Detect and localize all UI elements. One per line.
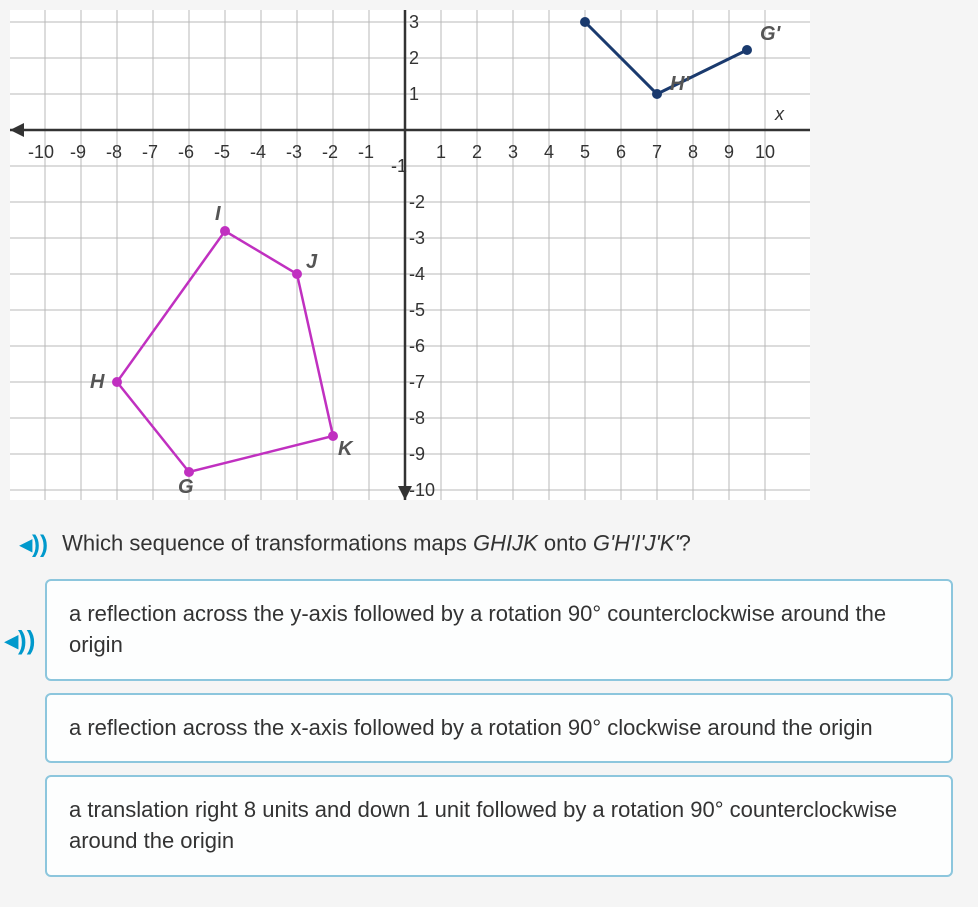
svg-text:2: 2 (472, 142, 482, 162)
svg-text:-9: -9 (70, 142, 86, 162)
svg-text:3: 3 (409, 12, 419, 32)
question-suffix: ? (679, 530, 691, 555)
svg-text:-7: -7 (409, 372, 425, 392)
svg-text:7: 7 (652, 142, 662, 162)
svg-text:10: 10 (755, 142, 775, 162)
svg-text:-3: -3 (409, 228, 425, 248)
svg-text:-7: -7 (142, 142, 158, 162)
svg-text:-10: -10 (28, 142, 54, 162)
svg-text:-2: -2 (409, 192, 425, 212)
question-text: ◂)) Which sequence of transformations ma… (20, 530, 958, 559)
question-shape2: G'H'I'J'K' (593, 530, 679, 555)
svg-text:4: 4 (544, 142, 554, 162)
svg-text:-5: -5 (214, 142, 230, 162)
audio-icon[interactable]: ◂)) (20, 530, 48, 559)
svg-text:-2: -2 (322, 142, 338, 162)
label-g-prime: G' (760, 23, 782, 45)
svg-text:2: 2 (409, 48, 419, 68)
label-h-prime: H' (670, 73, 690, 95)
svg-text:8: 8 (688, 142, 698, 162)
svg-text:-6: -6 (409, 336, 425, 356)
svg-text:9: 9 (724, 142, 734, 162)
option-1-text: a reflection across the y-axis followed … (69, 601, 886, 657)
svg-text:-4: -4 (250, 142, 266, 162)
svg-text:-5: -5 (409, 300, 425, 320)
label-g: G (178, 476, 194, 498)
option-2-text: a reflection across the x-axis followed … (69, 715, 873, 740)
option-1[interactable]: a reflection across the y-axis followed … (45, 579, 953, 681)
label-h: H (90, 371, 105, 393)
question-prefix: Which sequence of transformations maps (62, 530, 473, 555)
svg-text:-9: -9 (409, 444, 425, 464)
question-shape1: GHIJK (473, 530, 538, 555)
svg-text:-6: -6 (178, 142, 194, 162)
label-i: I (215, 203, 221, 225)
svg-text:-3: -3 (286, 142, 302, 162)
svg-text:-8: -8 (106, 142, 122, 162)
svg-text:-10: -10 (409, 480, 435, 500)
svg-text:1: 1 (436, 142, 446, 162)
coordinate-graph: -10-9-8 -7-6-5 -4-3-2 -1 123 456 789 10 … (10, 10, 810, 500)
svg-text:6: 6 (616, 142, 626, 162)
svg-text:5: 5 (580, 142, 590, 162)
svg-text:-8: -8 (409, 408, 425, 428)
svg-text:-4: -4 (409, 264, 425, 284)
graph-svg: -10-9-8 -7-6-5 -4-3-2 -1 123 456 789 10 … (10, 10, 810, 500)
question-middle: onto (538, 530, 593, 555)
option-3[interactable]: a translation right 8 units and down 1 u… (45, 775, 953, 877)
label-j: J (306, 251, 318, 273)
svg-text:-1: -1 (358, 142, 374, 162)
option-2[interactable]: a reflection across the x-axis followed … (45, 693, 953, 764)
svg-text:1: 1 (409, 84, 419, 104)
audio-icon-side[interactable]: ◂)) (5, 625, 35, 656)
svg-text:3: 3 (508, 142, 518, 162)
svg-text:-1: -1 (391, 156, 407, 176)
label-k: K (338, 438, 354, 460)
svg-text:x: x (774, 104, 785, 124)
option-3-text: a translation right 8 units and down 1 u… (69, 797, 897, 853)
